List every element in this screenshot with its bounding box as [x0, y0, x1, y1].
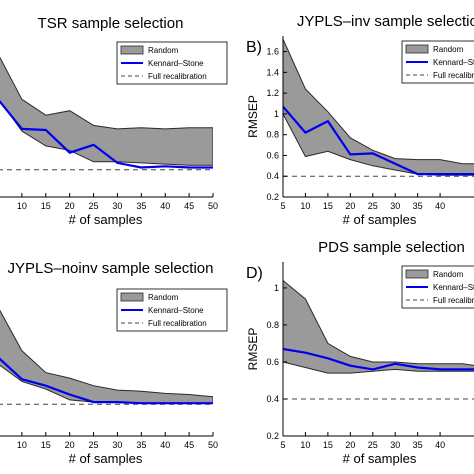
- legend-full-recalibration-label: Full recalibration: [148, 319, 207, 328]
- x-tick-label: 20: [345, 440, 355, 450]
- x-tick-label: 15: [323, 440, 333, 450]
- x-tick-label: 40: [160, 201, 170, 211]
- y-tick-label: 0.2: [266, 431, 279, 441]
- y-tick-label: 1.2: [266, 88, 279, 98]
- legend-random-label: Random: [433, 270, 464, 279]
- legend-random-swatch: [120, 45, 144, 55]
- plot-area: [283, 38, 474, 177]
- legend-full-recalibration-label: Full recalibration: [148, 72, 207, 81]
- x-tick-label: 50: [208, 440, 218, 450]
- legend-kennard-stone-label: Kennard–Stone: [433, 58, 474, 67]
- legend-random-label: Random: [148, 46, 179, 55]
- chart-title: JYPLS–noinv sample selection: [8, 260, 214, 277]
- panel-label: B): [246, 39, 262, 56]
- x-tick-label: 35: [136, 440, 146, 450]
- kennard-stone-line: [283, 347, 474, 371]
- x-tick-label: 30: [390, 440, 400, 450]
- y-axis-label: RMSEP: [246, 328, 260, 371]
- x-tick-label: 20: [65, 440, 75, 450]
- x-tick-label: 10: [17, 201, 27, 211]
- y-axis-label: RMSEP: [246, 95, 260, 138]
- random-band: [283, 279, 474, 374]
- y-tick-label: 1: [274, 283, 279, 293]
- legend: Random Kennard–Stone Full recalibration: [116, 288, 228, 332]
- x-tick-label: 30: [112, 440, 122, 450]
- panel-tsr: 10 15 20 25 30 35 40 45 50 TSR sample selection # …: [0, 15, 228, 227]
- y-tick-label: 0.6: [266, 150, 279, 160]
- x-tick-label: 5: [280, 440, 285, 450]
- y-tick-label: 0.8: [266, 130, 279, 140]
- plot-area: [283, 279, 474, 400]
- x-tick-label: 25: [368, 201, 378, 211]
- x-tick-label: 45: [184, 440, 194, 450]
- legend: Random Kennard–Stone Full recalibration: [116, 41, 228, 85]
- random-band: [283, 38, 474, 176]
- random-band: [0, 309, 213, 404]
- x-tick-label: 35: [136, 201, 146, 211]
- x-tick-label: 20: [65, 201, 75, 211]
- legend-full-recalibration-label: Full recalibration: [433, 71, 474, 80]
- panel-label: D): [246, 265, 263, 282]
- x-tick-label: 45: [184, 201, 194, 211]
- legend-kennard-stone-label: Kennard–Stone: [148, 306, 204, 315]
- legend-kennard-stone-label: Kennard–Stone: [433, 283, 474, 292]
- kennard-stone-line: [283, 105, 474, 176]
- x-tick-label: 40: [435, 440, 445, 450]
- x-tick-label: 30: [112, 201, 122, 211]
- x-tick-label: 25: [89, 440, 99, 450]
- x-tick-label: 25: [89, 201, 99, 211]
- legend-random-label: Random: [148, 293, 179, 302]
- legend-random-swatch: [405, 44, 429, 54]
- legend: Random Kennard–Stone Full recalibration: [401, 265, 474, 309]
- panel-jypls-inv: 5 10 15 20 25 30 35 40 0.2 0.4 0.6 0.8 1 1.2 1.4 1.6 JYP…: [246, 13, 474, 227]
- chart-title: JYPLS–inv sample selection: [297, 13, 474, 30]
- x-tick-label: 5: [280, 201, 285, 211]
- y-tick-label: 1: [274, 109, 279, 119]
- x-tick-label: 50: [208, 201, 218, 211]
- x-tick-label: 25: [368, 440, 378, 450]
- x-tick-label: 10: [300, 201, 310, 211]
- x-tick-label: 30: [390, 201, 400, 211]
- y-tick-label: 1.4: [266, 67, 279, 77]
- x-tick-label: 35: [413, 201, 423, 211]
- x-tick-label: 35: [413, 440, 423, 450]
- x-tick-label: 40: [160, 440, 170, 450]
- plot-area: [0, 56, 213, 171]
- legend-random-swatch: [120, 292, 144, 302]
- panel-pds: 5 10 15 20 25 30 35 40 0.2 0.4 0.6 0.8 1 PDS sample s…: [246, 239, 474, 466]
- legend-random-swatch: [405, 269, 429, 279]
- y-tick-label: 0.8: [266, 320, 279, 330]
- y-tick-label: 0.2: [266, 192, 279, 202]
- legend: Random Kennard–Stone Full recalibration: [401, 40, 474, 84]
- x-tick-label: 40: [435, 201, 445, 211]
- x-tick-label: 10: [17, 440, 27, 450]
- x-axis-label: # of samples: [69, 451, 143, 466]
- x-axis-label: # of samples: [343, 212, 417, 227]
- x-axis-label: # of samples: [343, 451, 417, 466]
- x-tick-label: 15: [41, 440, 51, 450]
- legend-random-label: Random: [433, 45, 464, 54]
- panel-jypls-noinv: 10 15 20 25 30 35 40 45 50 JYPLS–noinv sample sel…: [0, 260, 228, 466]
- y-tick-label: 0.6: [266, 357, 279, 367]
- legend-kennard-stone-label: Kennard–Stone: [148, 59, 204, 68]
- x-tick-label: 15: [41, 201, 51, 211]
- y-tick-label: 1.6: [266, 47, 279, 57]
- kennard-stone-line: [0, 357, 213, 405]
- y-tick-label: 0.4: [266, 171, 279, 181]
- legend-full-recalibration-label: Full recalibration: [433, 296, 474, 305]
- x-tick-label: 15: [323, 201, 333, 211]
- plot-area: [0, 309, 213, 405]
- x-tick-label: 10: [300, 440, 310, 450]
- chart-title: PDS sample selection: [318, 239, 465, 256]
- x-axis-label: # of samples: [69, 212, 143, 227]
- kennard-stone-line: [0, 100, 213, 169]
- y-tick-label: 0.4: [266, 394, 279, 404]
- chart-title: TSR sample selection: [38, 15, 184, 32]
- x-tick-label: 20: [345, 201, 355, 211]
